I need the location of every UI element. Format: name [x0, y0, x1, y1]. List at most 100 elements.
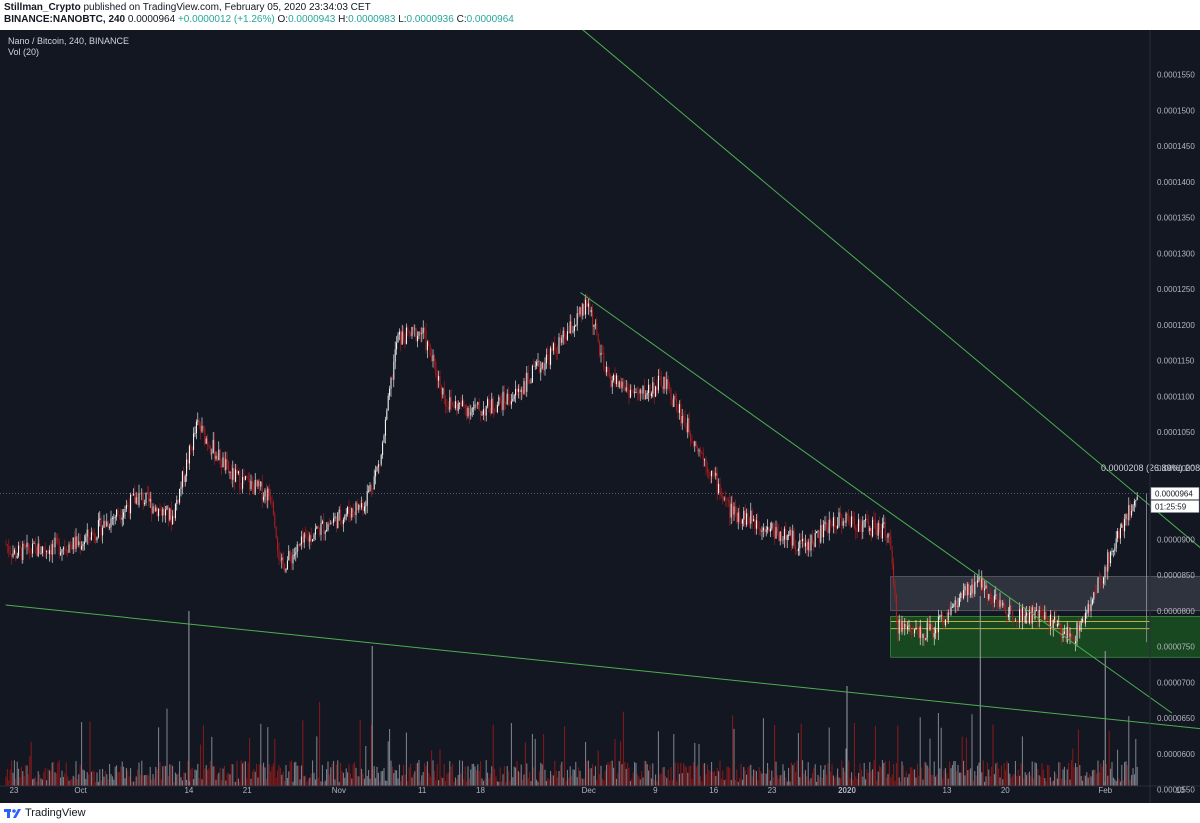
candle-body — [905, 623, 907, 630]
volume-bar — [877, 771, 879, 786]
candle-body — [720, 494, 722, 496]
candle-body — [57, 537, 59, 542]
candle-body — [155, 507, 157, 512]
candle-body — [124, 509, 126, 513]
volume-bar — [506, 766, 508, 786]
candle-body — [16, 555, 18, 559]
volume-bar — [208, 768, 210, 786]
volume-bar — [583, 778, 585, 786]
volume-bar — [1034, 762, 1036, 786]
volume-bar — [352, 764, 354, 786]
volume-bar — [855, 776, 857, 786]
candle-body — [757, 520, 759, 529]
candle-body — [564, 330, 566, 337]
candle-body — [167, 505, 169, 520]
candle-body — [488, 399, 490, 409]
volume-spike — [846, 686, 848, 786]
volume-bar — [503, 766, 505, 786]
volume-bar — [477, 764, 479, 786]
chart-area[interactable]: 0.0000208 (26.89%) 208 0.0001550 0.000150… — [0, 30, 1200, 803]
candle-body — [327, 524, 329, 530]
volume-bar — [729, 768, 731, 786]
volume-bar — [627, 762, 629, 786]
volume-bar — [232, 764, 234, 786]
candle-body — [1016, 620, 1018, 622]
candle-body — [737, 512, 739, 523]
volume-bar — [783, 770, 785, 786]
volume-bar — [1005, 770, 1007, 786]
volume-bar — [498, 781, 500, 786]
candle-body — [198, 420, 200, 426]
legend-indicator[interactable]: Vol (20) — [8, 47, 40, 57]
candle-body — [103, 520, 105, 528]
close-value: 0.0000964 — [466, 14, 514, 25]
volume-bar — [950, 768, 952, 786]
volume-bar — [541, 764, 543, 786]
candle-body — [943, 622, 945, 626]
volume-bar — [198, 778, 200, 786]
volume-bar — [886, 777, 888, 786]
candle-body — [148, 492, 150, 502]
volume-bar — [1055, 774, 1057, 786]
volume-bar — [1101, 766, 1103, 786]
volume-bar — [895, 763, 897, 786]
candle-body — [761, 530, 763, 532]
volume-bar — [844, 771, 846, 786]
candle-body — [827, 527, 829, 534]
volume-bar — [1112, 777, 1114, 786]
volume-bar — [184, 772, 186, 786]
candle-body — [22, 543, 24, 560]
candle-body — [621, 381, 623, 389]
author-name[interactable]: Stillman_Crypto — [4, 2, 81, 13]
candle-body — [1076, 622, 1078, 642]
candle-body — [62, 547, 64, 550]
candle-body — [809, 541, 811, 551]
volume-bar — [646, 764, 648, 786]
candle-body — [43, 546, 45, 551]
y-tick-label: 0.0001150 — [1157, 357, 1195, 366]
volume-bar — [684, 765, 686, 786]
volume-bar — [1007, 763, 1009, 786]
candle-body — [944, 619, 946, 626]
candle-body — [1010, 605, 1012, 611]
price-chart[interactable]: 0.0000208 (26.89%) 208 0.00015500.000150… — [0, 30, 1200, 803]
candle-body — [531, 365, 533, 383]
volume-bar — [263, 762, 265, 786]
volume-bar — [740, 763, 742, 786]
candle-body — [334, 516, 336, 519]
candle-body — [705, 459, 707, 468]
candle-body — [690, 433, 692, 442]
volume-bar — [1082, 780, 1084, 786]
candle-body — [1129, 505, 1131, 516]
volume-bar — [1115, 780, 1117, 786]
candle-body — [498, 397, 500, 405]
volume-bar — [1110, 768, 1112, 786]
volume-bar — [494, 768, 496, 786]
candle-body — [228, 461, 230, 473]
candle-body — [870, 527, 872, 537]
volume-bar — [915, 777, 917, 786]
candle-body — [1101, 582, 1103, 584]
candle-body — [786, 535, 788, 541]
volume-bar — [862, 776, 864, 786]
candle-body — [768, 527, 770, 532]
volume-bar — [856, 779, 858, 786]
volume-bar — [750, 764, 752, 786]
volume-bar — [793, 762, 795, 786]
candle-body — [767, 527, 769, 530]
volume-bar — [453, 781, 455, 786]
volume-bar — [603, 780, 605, 786]
candle-body — [162, 508, 164, 516]
brand-name[interactable]: TradingView — [25, 807, 86, 819]
candle-body — [639, 389, 641, 394]
candle-body — [1012, 610, 1014, 620]
candle-body — [202, 425, 204, 429]
candle-body — [86, 529, 88, 537]
volume-bar — [1086, 772, 1088, 786]
volume-bar — [335, 764, 337, 786]
volume-bar — [355, 767, 357, 786]
volume-bar — [485, 760, 487, 786]
candle-body — [326, 529, 328, 532]
candle-body — [772, 523, 774, 531]
candle-body — [799, 540, 801, 549]
